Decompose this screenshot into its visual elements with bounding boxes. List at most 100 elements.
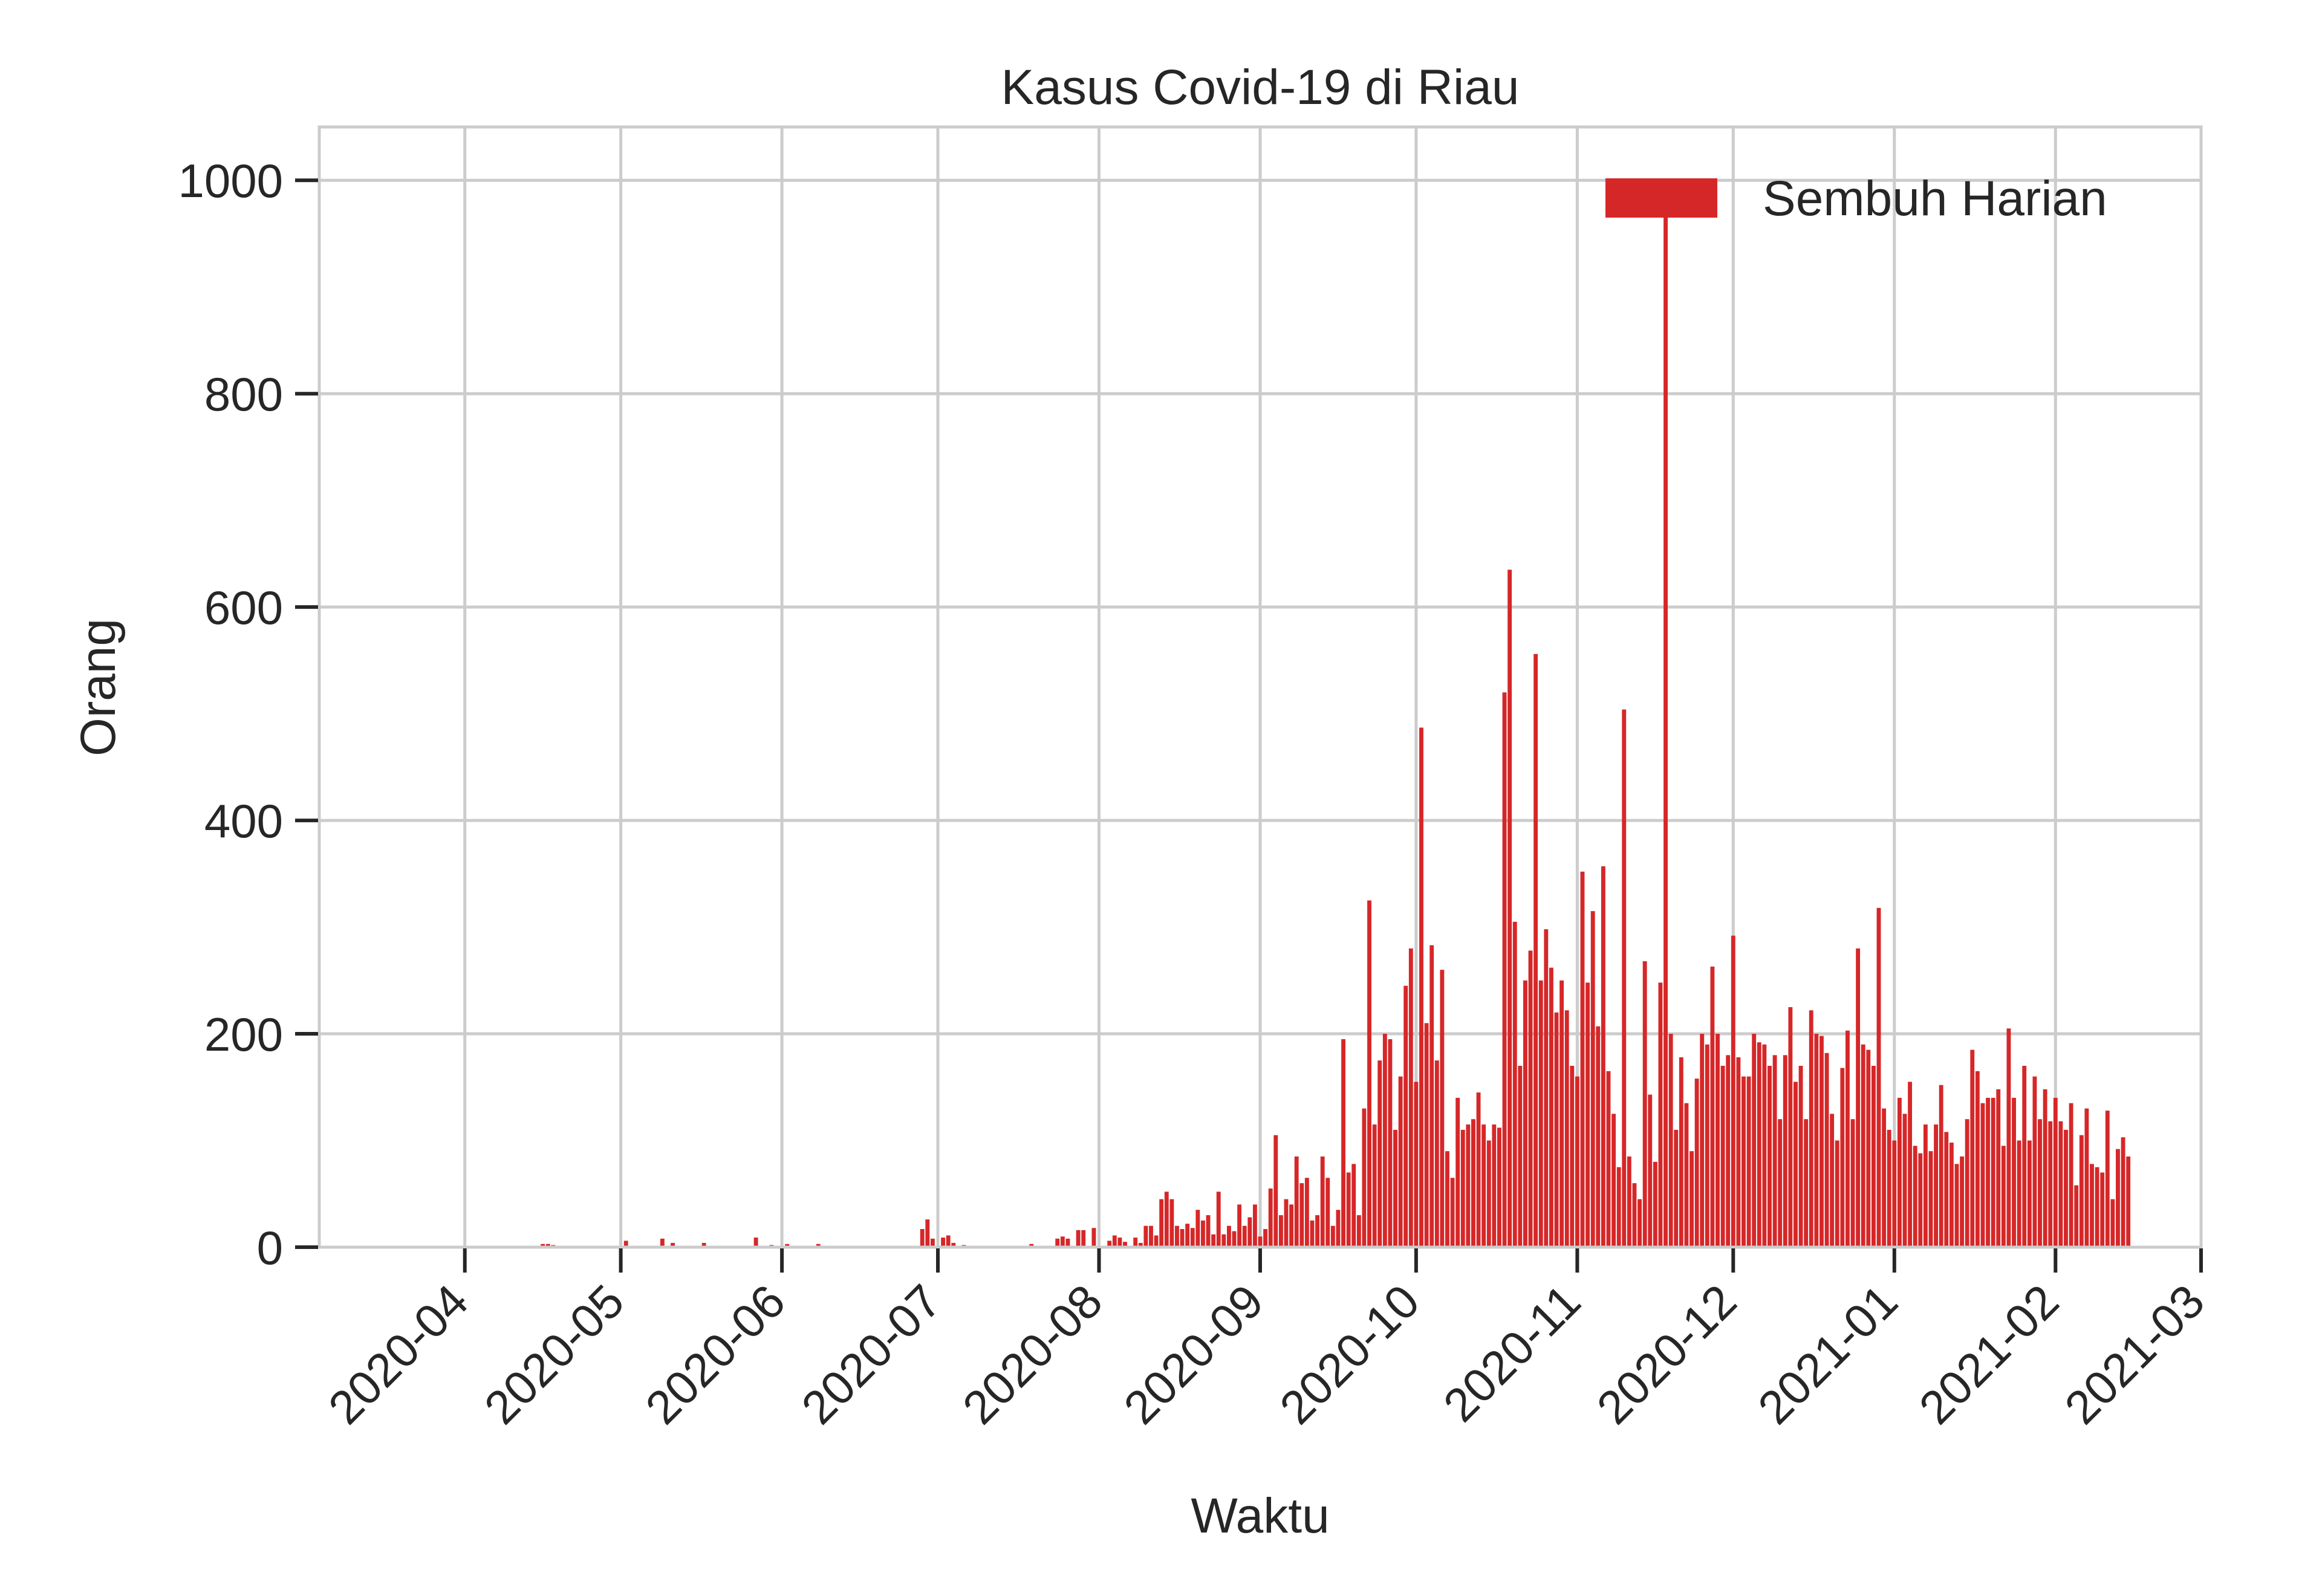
gridlines — [319, 127, 2201, 1249]
bar — [1554, 1012, 1559, 1247]
bar — [1289, 1204, 1294, 1247]
bar — [2121, 1137, 2125, 1247]
bar — [1637, 1199, 1642, 1247]
bar — [1445, 1151, 1449, 1247]
bar — [1544, 929, 1549, 1247]
bar — [1460, 1129, 1465, 1247]
bar — [1788, 1007, 1793, 1247]
bar — [1622, 709, 1627, 1247]
bar — [1897, 1097, 1902, 1247]
bar — [1783, 1055, 1787, 1247]
bar — [623, 1241, 628, 1247]
bar — [1284, 1199, 1289, 1247]
bar — [1658, 982, 1663, 1247]
bar — [925, 1219, 930, 1247]
bar — [1310, 1220, 1315, 1247]
bar — [1419, 727, 1423, 1247]
bar — [1928, 1151, 1933, 1247]
bar — [1845, 1030, 1850, 1247]
bar — [1403, 985, 1408, 1247]
bar — [2084, 1108, 2089, 1247]
y-tick-label: 1000 — [178, 154, 283, 207]
bar — [1258, 1236, 1263, 1247]
bar — [1632, 1183, 1637, 1247]
bar — [1242, 1225, 1247, 1247]
bar — [1694, 1079, 1699, 1247]
bar — [1830, 1114, 1835, 1247]
bar — [1710, 966, 1715, 1247]
bar — [1726, 1055, 1731, 1247]
bar — [1133, 1238, 1138, 1247]
bar — [1356, 1215, 1361, 1247]
plot-frame — [317, 125, 2203, 1249]
legend-label: Sembuh Harian — [1763, 171, 2107, 226]
bar — [1185, 1224, 1190, 1247]
bar — [2038, 1119, 2042, 1247]
bar — [1648, 1094, 1653, 1247]
bar — [1590, 911, 1595, 1247]
bar — [1965, 1119, 1969, 1247]
bar — [1060, 1236, 1065, 1247]
bar — [1768, 1065, 1772, 1247]
bar — [930, 1238, 935, 1247]
bar — [1939, 1085, 1943, 1247]
bar — [1668, 1034, 1673, 1247]
legend-swatch — [1605, 178, 1717, 218]
bar — [2079, 1135, 2084, 1247]
bar — [1481, 1124, 1486, 1247]
bar — [660, 1238, 665, 1247]
bar — [1954, 1164, 1959, 1247]
bar — [1923, 1124, 1928, 1247]
bar — [1606, 1071, 1611, 1247]
bar — [1398, 1076, 1403, 1247]
bar — [1684, 1103, 1689, 1247]
bar — [1341, 1039, 1345, 1247]
bar — [1892, 1140, 1897, 1247]
bar — [1351, 1164, 1356, 1247]
bar — [1247, 1217, 1252, 1247]
bar — [1336, 1210, 1341, 1247]
bar — [1180, 1228, 1185, 1247]
bar — [1908, 1082, 1913, 1247]
y-tick-label: 200 — [204, 1008, 283, 1061]
bar — [1970, 1049, 1975, 1247]
bar — [1226, 1225, 1231, 1247]
bar — [1304, 1178, 1309, 1247]
bar — [1440, 970, 1445, 1247]
bar — [1138, 1242, 1143, 1247]
bar — [1315, 1215, 1320, 1247]
bar — [1596, 1026, 1601, 1247]
bar — [1975, 1071, 1980, 1247]
bar — [2126, 1156, 2131, 1247]
bar — [1175, 1225, 1179, 1247]
bar — [1159, 1199, 1164, 1247]
bar — [1700, 1034, 1705, 1247]
bar — [2069, 1103, 2073, 1247]
bar — [1663, 214, 1668, 1248]
bar — [1091, 1228, 1096, 1247]
bar — [1601, 866, 1605, 1247]
bar — [1076, 1230, 1081, 1247]
x-axis-label: Waktu — [1191, 1488, 1329, 1543]
bar — [1861, 1044, 1865, 1247]
bar — [1154, 1235, 1159, 1247]
bar — [1382, 1034, 1387, 1247]
bar — [785, 1244, 790, 1247]
bar — [1029, 1244, 1034, 1247]
y-axis-label: Orang — [71, 618, 126, 756]
bar — [2074, 1185, 2079, 1247]
bar — [1164, 1192, 1169, 1247]
bar — [2095, 1167, 2099, 1247]
bar — [545, 1244, 550, 1247]
bar — [1471, 1119, 1475, 1247]
bar — [1580, 871, 1585, 1247]
bar — [2006, 1028, 2011, 1247]
bar — [1388, 1039, 1393, 1247]
bar — [2064, 1129, 2068, 1247]
bar — [1393, 1129, 1397, 1247]
bar — [1211, 1234, 1216, 1247]
bar — [1112, 1235, 1117, 1247]
bar — [2048, 1121, 2053, 1247]
